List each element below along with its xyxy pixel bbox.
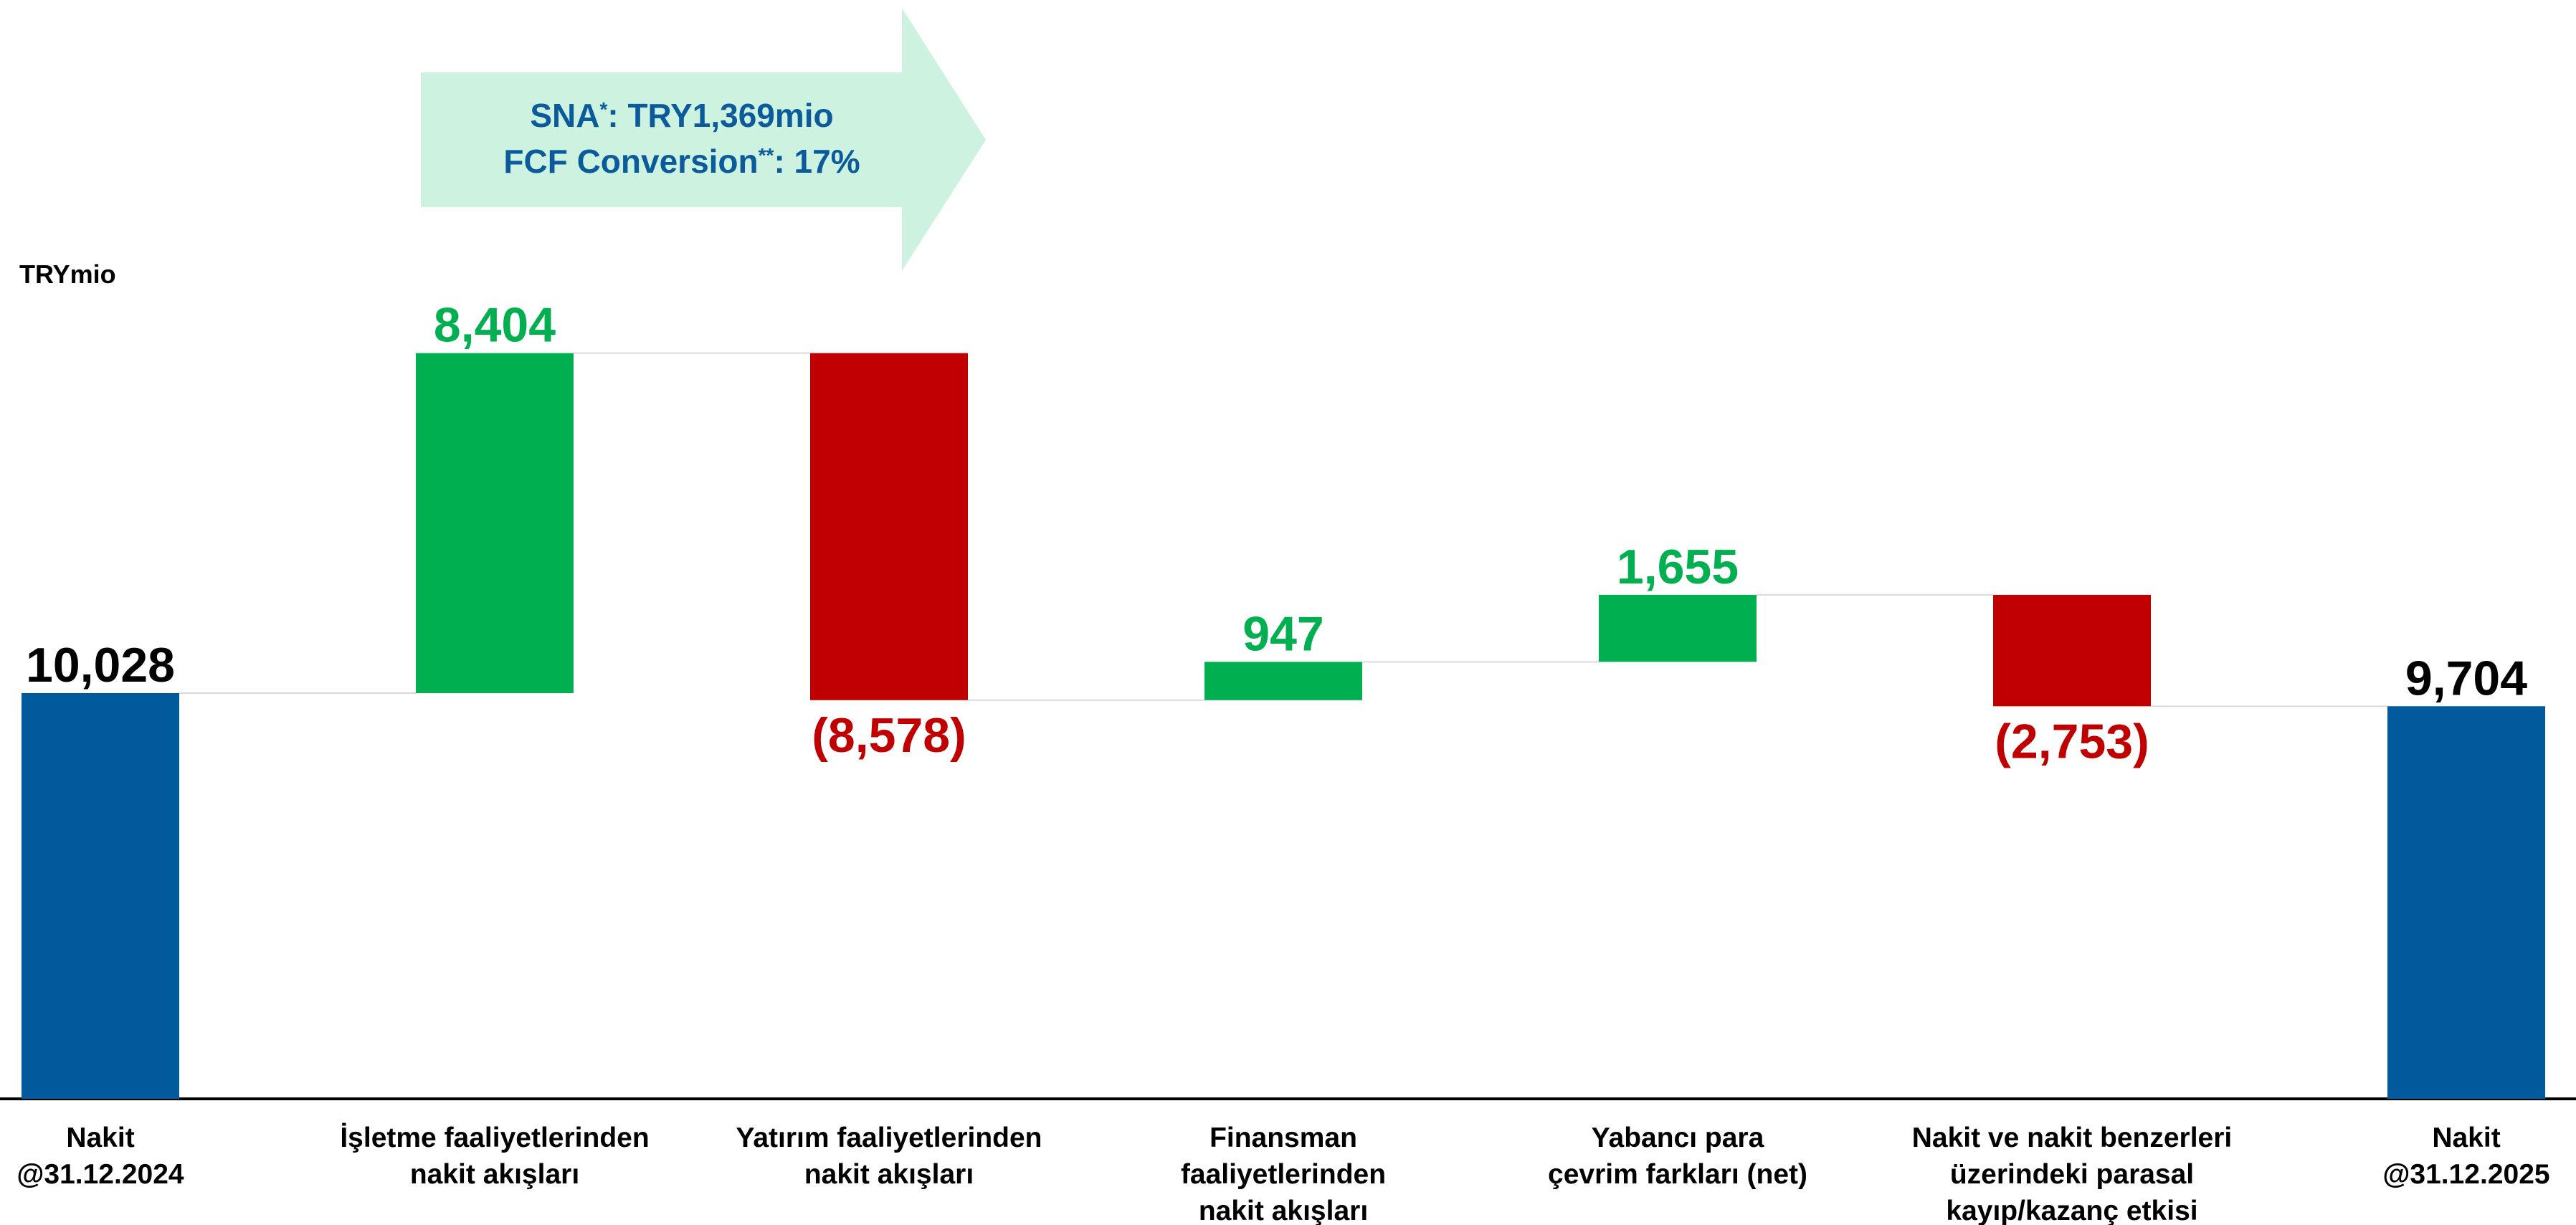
value-label: 10,028 xyxy=(26,638,175,692)
annotation-arrow xyxy=(421,8,986,271)
bar xyxy=(1599,594,1757,662)
x-tick-label: Yabancı para çevrim farkları (net) xyxy=(1548,1122,1807,1190)
annotation-segment: : TRY1,369mio xyxy=(607,97,833,134)
annotation-text: SNA*: TRY1,369mio xyxy=(530,97,833,134)
x-tick-label: Yatırım faaliyetlerinden nakit akışları xyxy=(736,1122,1042,1190)
annotation-text: FCF Conversion**: 17% xyxy=(503,143,860,180)
value-label: 8,404 xyxy=(434,298,556,353)
annotation-segment: ** xyxy=(759,144,774,166)
value-label: (2,753) xyxy=(1995,714,2149,768)
value-label: 947 xyxy=(1242,606,1323,661)
value-label: (8,578) xyxy=(812,708,966,763)
x-tick-label: Nakit @31.12.2024 xyxy=(16,1122,184,1190)
bar xyxy=(2387,706,2545,1099)
annotation-segment: SNA xyxy=(530,97,599,134)
value-label: 9,704 xyxy=(2405,651,2527,705)
x-tick-label: Finansman faaliyetlerinden nakit akışları xyxy=(1181,1122,1386,1225)
bar xyxy=(1204,662,1362,700)
bar xyxy=(1993,594,2151,707)
bar xyxy=(416,353,574,693)
bar xyxy=(810,353,968,700)
value-label: 1,655 xyxy=(1617,540,1739,594)
y-axis-label: TRYmio xyxy=(19,259,116,289)
annotation-segment: : 17% xyxy=(774,143,860,180)
x-tick-label: İşletme faaliyetlerinden nakit akışları xyxy=(340,1122,649,1190)
annotation-segment: * xyxy=(599,98,607,120)
annotation-segment: FCF Conversion xyxy=(503,143,758,180)
x-tick-label: Nakit ve nakit benzerleri üzerindeki para… xyxy=(1912,1122,2233,1225)
x-tick-label: Nakit @31.12.2025 xyxy=(2382,1122,2549,1190)
bar xyxy=(22,692,179,1099)
